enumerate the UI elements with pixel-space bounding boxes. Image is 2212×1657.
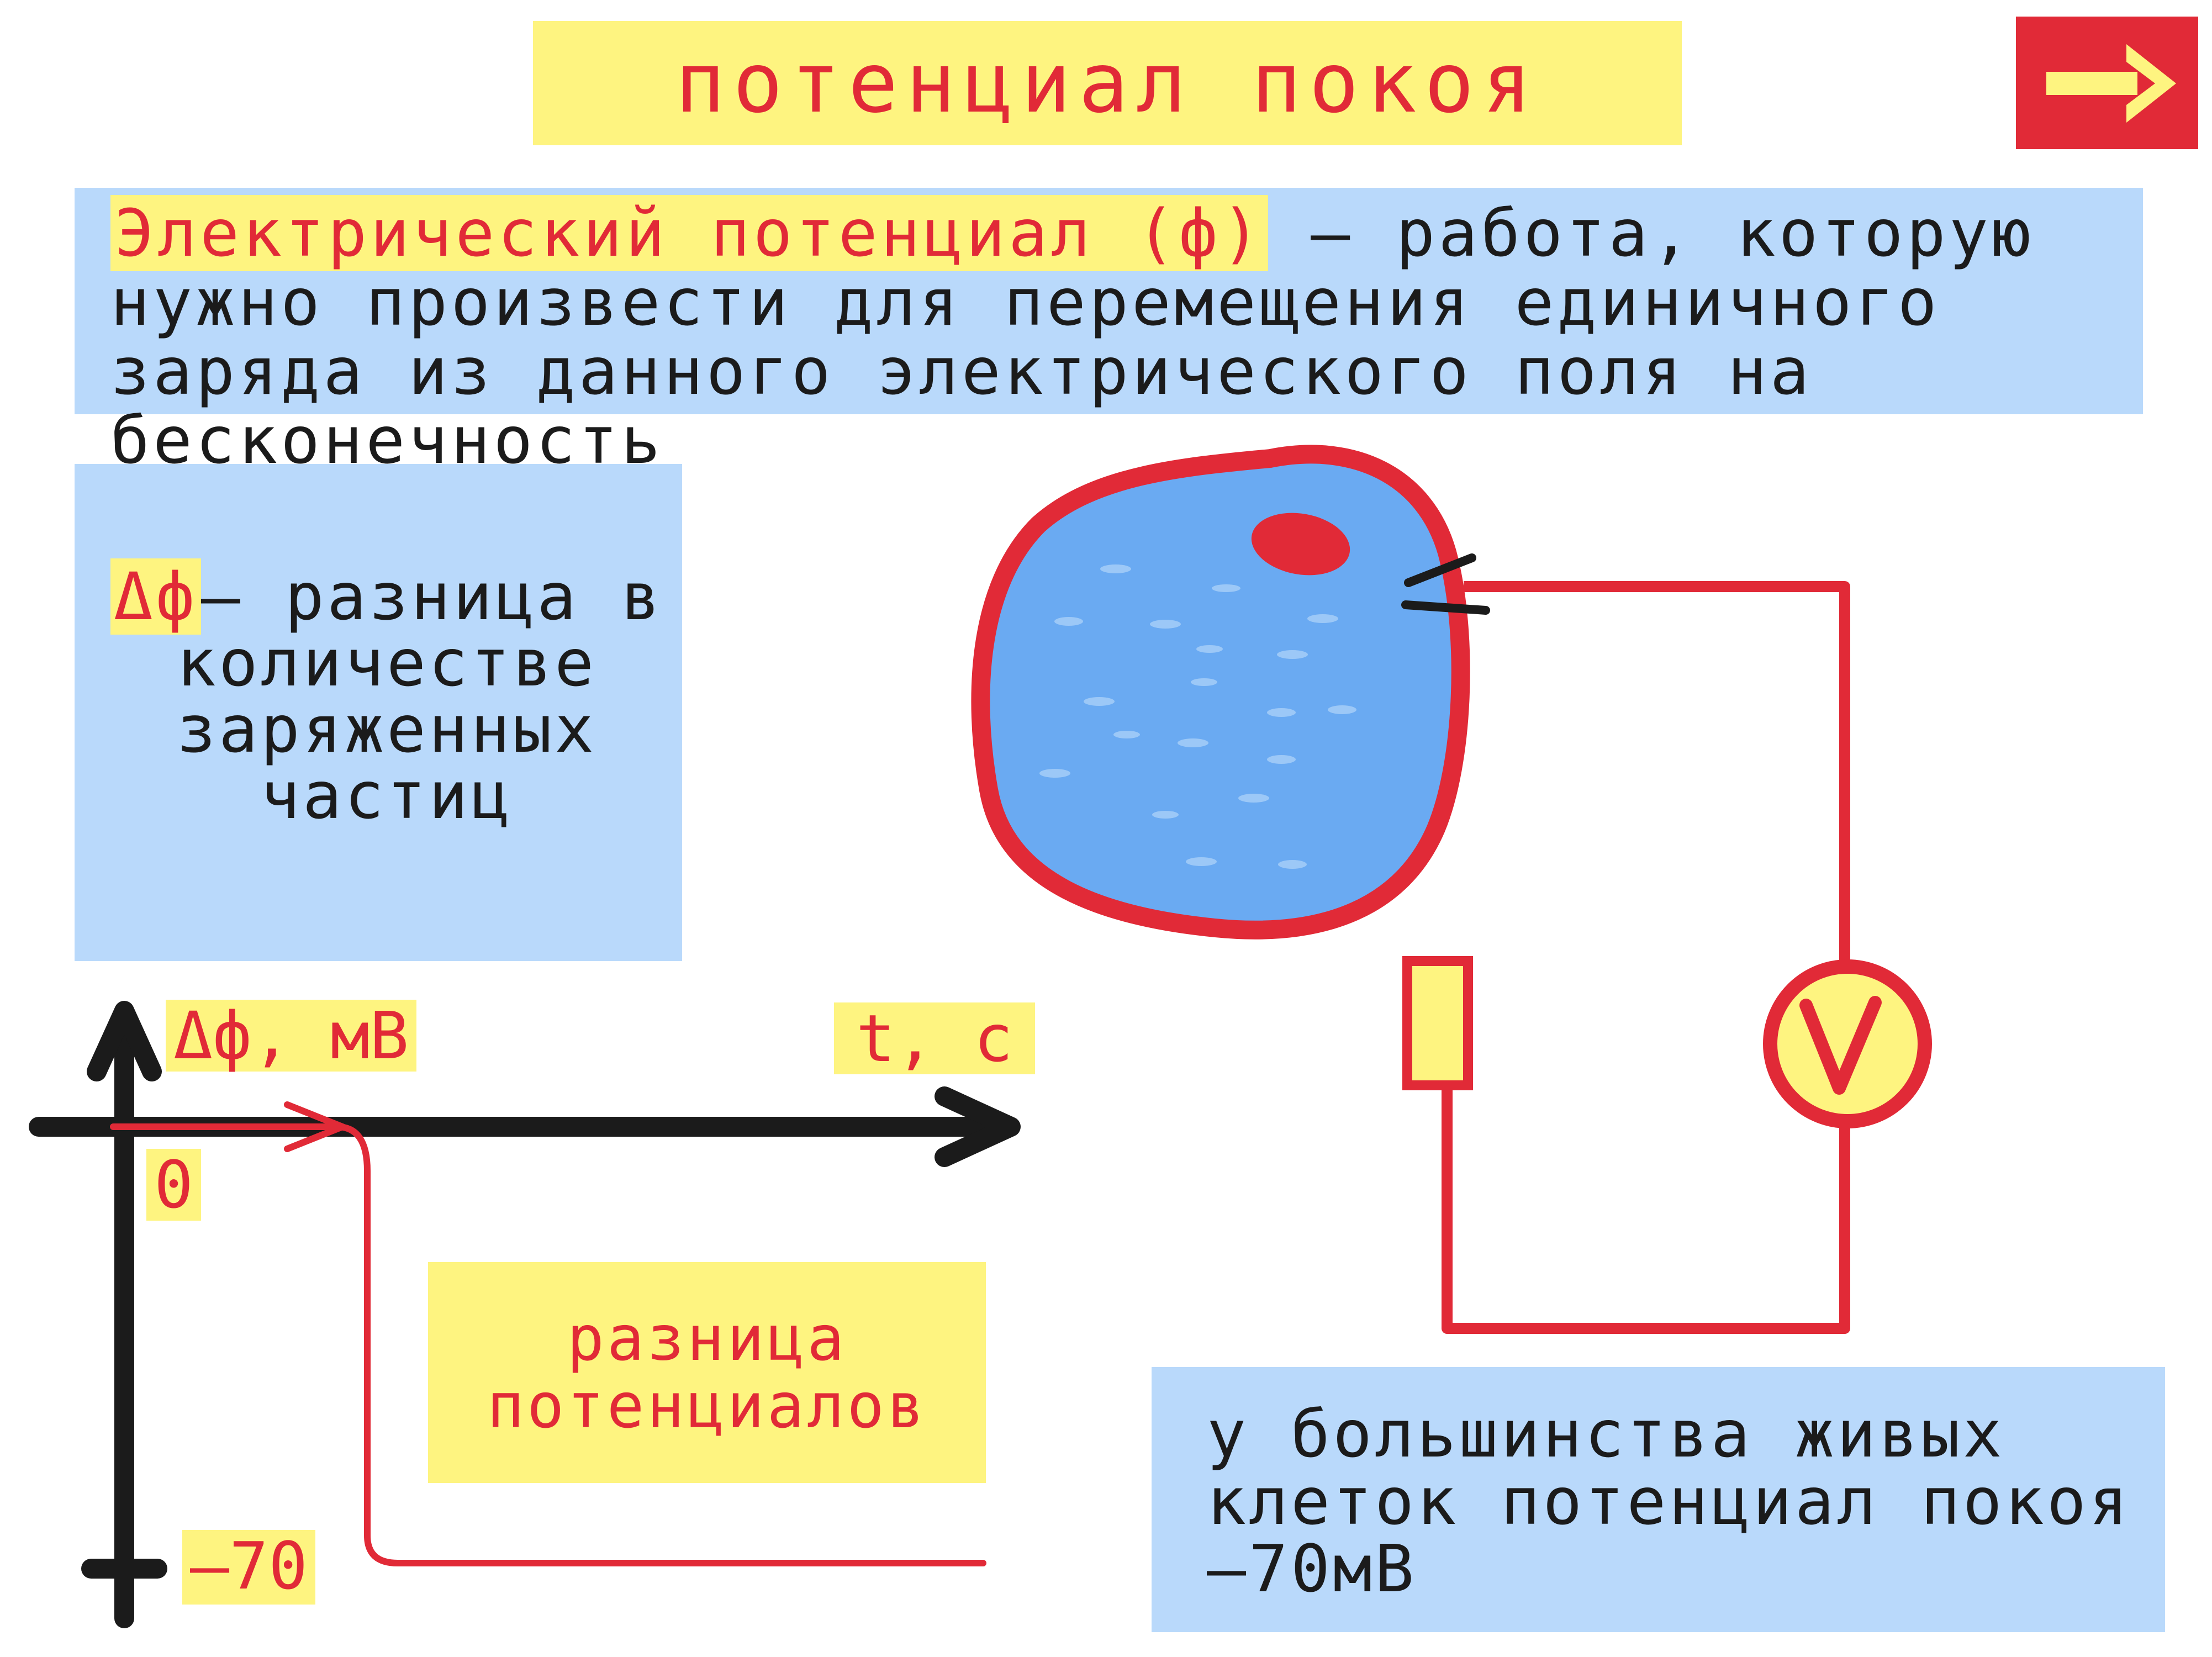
delta-box: Δф– разница в количестве заряженных част… [75, 464, 682, 961]
y-tick-min-label: –70 [182, 1530, 316, 1605]
definition-box: Электрический потенциал (ф) – работа, ко… [75, 188, 2143, 475]
fact-box: у большинства живых клеток потенциал пок… [1152, 1367, 2165, 1632]
circuit [1442, 581, 1850, 1334]
cell-body [971, 445, 1470, 940]
next-button[interactable] [2016, 17, 2198, 149]
potential-difference-box: разница потенциалов [428, 1262, 986, 1483]
electrode-marks [1401, 553, 1490, 615]
definition-text: Электрический потенциал (ф) – работа, ко… [110, 195, 2121, 475]
cell-texture [1039, 564, 1356, 869]
cell [971, 445, 1490, 940]
chart-series [110, 1101, 986, 1566]
delta-description: Δф– разница в количестве заряженных част… [108, 558, 666, 828]
x-axis-arrowhead [935, 1086, 1021, 1167]
y-axis-label: Δф, мВ [166, 1000, 417, 1072]
wire-bottom [1442, 1085, 1850, 1334]
delta-text: – разница в количестве заряженных частиц [176, 558, 663, 833]
potential-line-arrow [284, 1101, 346, 1152]
title-banner: потенциал покоя [533, 21, 1682, 145]
resistor [1402, 956, 1473, 1090]
cell-nucleus [1251, 513, 1350, 576]
potential-line [110, 1123, 986, 1566]
voltmeter-symbol [1799, 996, 1882, 1095]
page-title: потенциал покоя [675, 35, 1540, 131]
delta-phi-symbol: Δф [110, 558, 201, 635]
y-tick-zero-label: 0 [146, 1149, 202, 1221]
voltmeter-body [1763, 959, 1932, 1128]
fact-text: у большинства живых клеток потенциал пок… [1207, 1396, 2131, 1607]
definition-term: Электрический потенциал (ф) [110, 195, 1269, 271]
definition-body: – работа, которую нужно произвести для п… [110, 195, 2034, 478]
arrow-right-icon [2046, 44, 2176, 123]
x-axis-label: t, с [834, 1002, 1036, 1074]
wire-top [1464, 581, 1850, 969]
voltmeter [1763, 959, 1932, 1128]
potential-difference-label: разница потенциалов [487, 1303, 927, 1442]
y-axis-arrowhead [87, 1001, 162, 1081]
